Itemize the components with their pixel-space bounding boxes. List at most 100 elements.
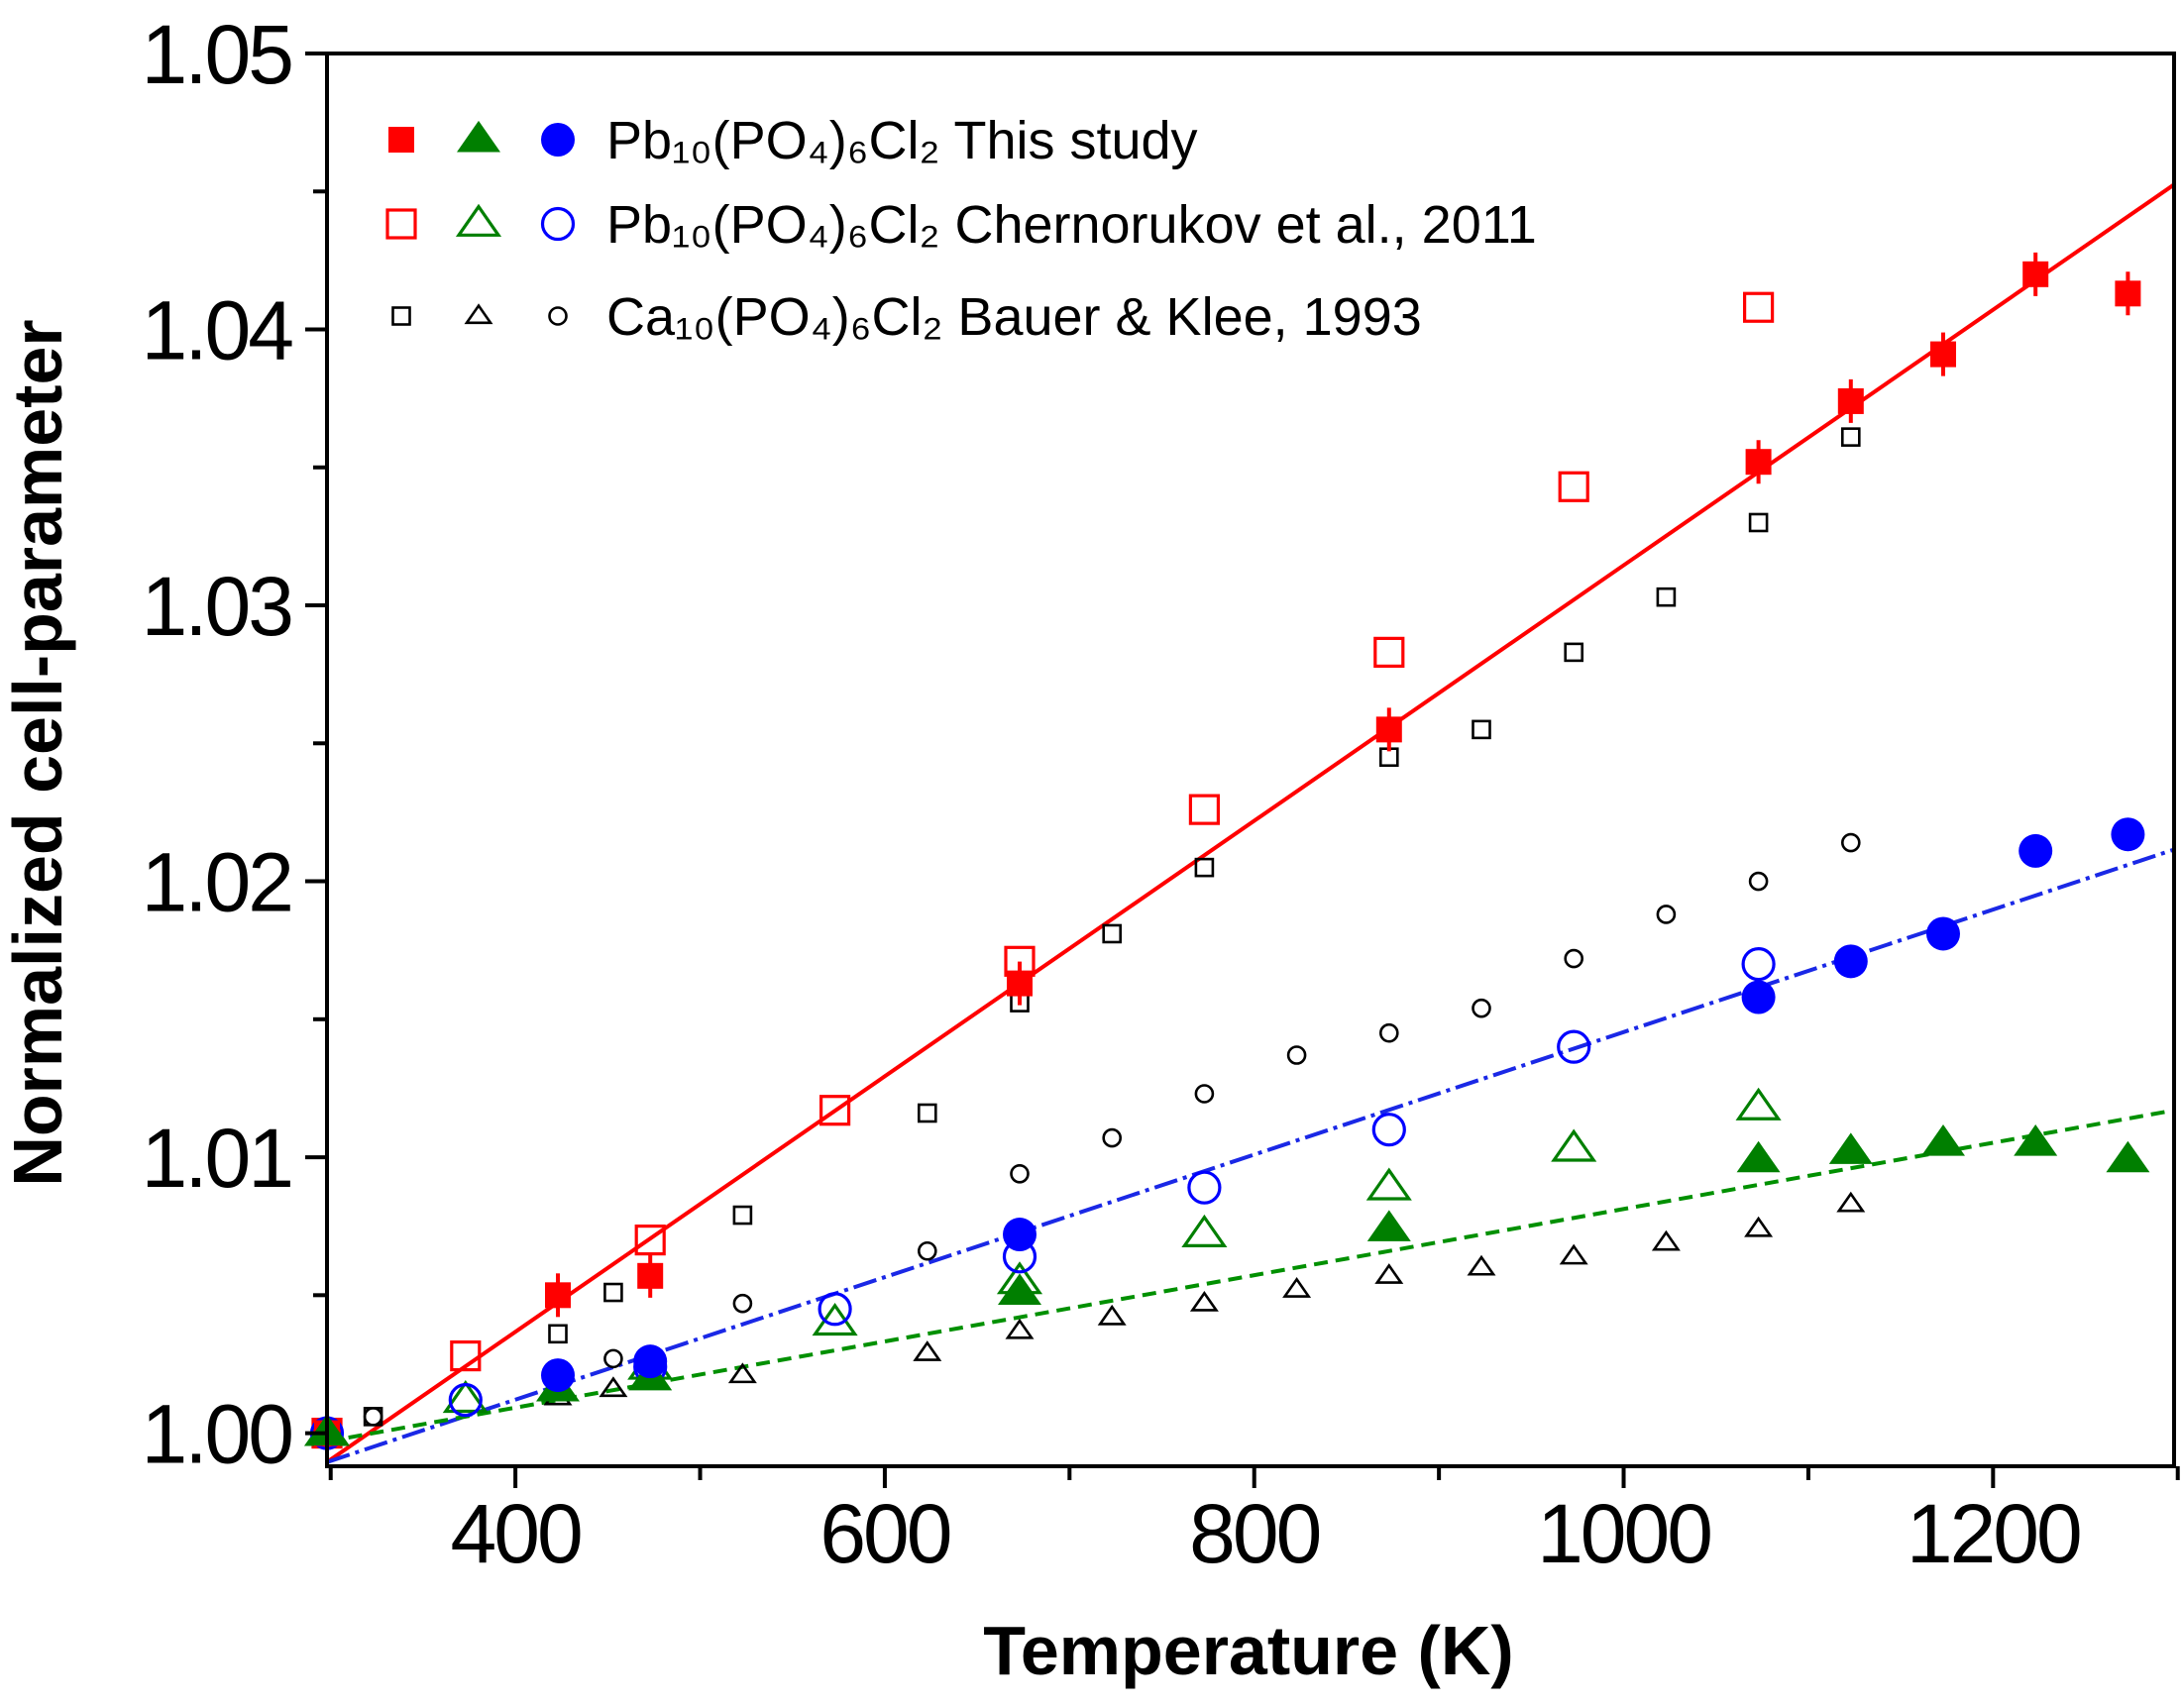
data-point (1194, 857, 1215, 878)
data-point (1745, 449, 1772, 476)
data-point (1286, 1045, 1307, 1065)
data-point (1366, 1210, 1411, 1241)
data-point (1558, 471, 1589, 502)
data-point (637, 1262, 664, 1289)
y-tick-label: 1.03 (142, 560, 292, 653)
legend-marker (455, 203, 502, 237)
y-tick-label: 1.04 (142, 284, 293, 377)
data-point (1833, 944, 1868, 979)
data-point (1559, 1243, 1588, 1265)
data-point (1467, 1254, 1496, 1276)
data-point (450, 1339, 482, 1372)
data-point (541, 1358, 575, 1393)
x-tick-label: 1200 (1907, 1487, 2080, 1580)
data-point (1564, 948, 1583, 969)
data-point (1373, 636, 1405, 668)
data-point (1551, 1128, 1597, 1162)
data-point (2022, 261, 2049, 287)
data-point (1651, 1229, 1681, 1251)
legend-marker (548, 306, 568, 326)
data-point (732, 1205, 753, 1226)
data-point (1930, 341, 1956, 368)
x-tick-label: 800 (1189, 1487, 1319, 1580)
data-point (1841, 427, 1861, 447)
data-point (1365, 1167, 1412, 1201)
data-point (1003, 1218, 1036, 1252)
data-point (1841, 832, 1861, 853)
legend-label: Pb₁₀(PO₄)₆Cl₂ Chernorukov et al., 2011 (606, 195, 1537, 255)
data-point (2115, 280, 2141, 307)
legend-marker (457, 120, 500, 153)
data-point (1735, 1087, 1782, 1121)
axes: 400 600 800 1000 1200 1.00 1.01 1.02 1.03 1.04 1.0… (142, 8, 2180, 1580)
data-point (1005, 1318, 1035, 1339)
data-point (1828, 1132, 1873, 1164)
data-point (1748, 512, 1769, 533)
data-point (1189, 1290, 1219, 1312)
legend: Pb₁₀(PO₄)₆Cl₂ This study Pb₁₀(PO₄)₆Cl₂ Ch… (385, 111, 1537, 347)
data-point (818, 1095, 851, 1126)
data-point (913, 1340, 942, 1361)
data-point (1748, 871, 1769, 892)
x-tick-label: 1000 (1537, 1487, 1710, 1580)
data-point (1188, 794, 1221, 825)
data-point (727, 1362, 757, 1384)
legend-marker (540, 206, 576, 242)
data-point (1656, 587, 1677, 607)
data-point (633, 1344, 668, 1379)
data-point (998, 1273, 1041, 1305)
data-point (2014, 1123, 2058, 1156)
data-point (1374, 1263, 1404, 1284)
data-point (1557, 1029, 1591, 1064)
data-point (1472, 998, 1491, 1018)
data-point (448, 1383, 483, 1418)
data-point (1472, 719, 1491, 740)
data-point (1744, 1216, 1774, 1237)
data-point (1102, 923, 1122, 944)
data-point (548, 1324, 568, 1344)
data-point (442, 1379, 489, 1414)
data-point (603, 1348, 623, 1369)
data-point (818, 1292, 852, 1327)
legend-marker (391, 306, 411, 326)
data-point (1656, 905, 1677, 924)
x-axis-title: Temperature (K) (983, 1612, 1513, 1689)
data-markers (303, 252, 2150, 1455)
y-tick-label: 1.05 (142, 8, 292, 101)
data-point (1741, 980, 1776, 1014)
legend-label: Ca₁₀(PO₄)₆Cl₂ Bauer & Klee, 1993 (606, 287, 1422, 347)
data-point (1371, 1113, 1406, 1147)
data-point (1736, 1140, 1781, 1173)
data-point (1194, 1084, 1215, 1104)
data-point (917, 1103, 937, 1123)
data-point (1564, 642, 1583, 663)
data-point (1379, 1022, 1399, 1043)
data-point (1097, 1304, 1127, 1326)
data-point (603, 1282, 623, 1303)
data-point (1187, 1170, 1222, 1205)
x-tick-label: 400 (451, 1487, 581, 1580)
data-point (599, 1376, 628, 1398)
data-point (2018, 833, 2053, 868)
y-axis-title: Normalized cell-parameter (0, 319, 76, 1186)
legend-label: Pb₁₀(PO₄)₆Cl₂ This study (606, 111, 1198, 170)
data-point (1836, 1191, 1866, 1213)
legend-marker (388, 127, 414, 153)
data-point (1921, 1123, 1965, 1156)
y-tick-label: 1.01 (142, 1112, 292, 1205)
data-point (1010, 1163, 1030, 1184)
legend-marker (464, 303, 493, 325)
data-point (1741, 947, 1776, 982)
data-point (917, 1240, 937, 1261)
x-tick-label: 600 (819, 1487, 949, 1580)
data-point (1181, 1214, 1228, 1247)
y-tick-label: 1.00 (142, 1388, 292, 1481)
data-point (1375, 716, 1402, 743)
data-point (1102, 1127, 1122, 1148)
legend-marker (385, 208, 417, 240)
data-point (545, 1282, 571, 1309)
data-point (2111, 817, 2145, 852)
data-point (1926, 916, 1960, 951)
data-point (2106, 1140, 2150, 1173)
